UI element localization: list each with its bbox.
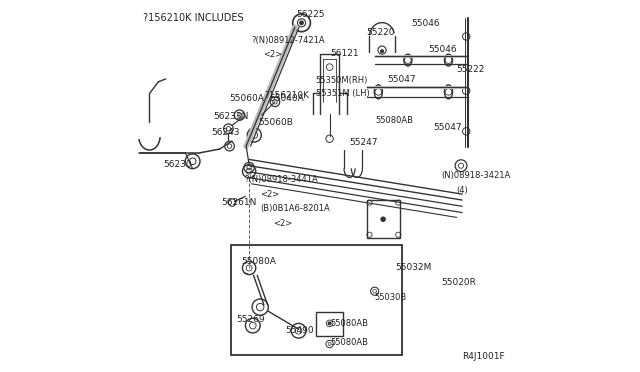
Text: 55350M(RH): 55350M(RH) xyxy=(316,76,368,85)
Text: 55040A: 55040A xyxy=(269,94,304,103)
Circle shape xyxy=(381,217,385,221)
Text: 56243: 56243 xyxy=(211,128,239,137)
Text: ?(N)08912-7421A: ?(N)08912-7421A xyxy=(252,36,325,45)
Text: 56121: 56121 xyxy=(330,49,359,58)
Text: 55030B: 55030B xyxy=(374,293,407,302)
Text: R4J1001F: R4J1001F xyxy=(462,352,505,361)
Text: 55247: 55247 xyxy=(349,138,378,147)
Text: 56261N: 56261N xyxy=(221,198,257,207)
Text: 55047: 55047 xyxy=(434,123,462,132)
Bar xyxy=(316,311,343,336)
Text: 56230: 56230 xyxy=(163,160,192,169)
Text: 55220: 55220 xyxy=(366,28,395,37)
Text: 55269: 55269 xyxy=(236,315,264,324)
Text: 55080AB: 55080AB xyxy=(330,339,369,347)
Text: 55060A: 55060A xyxy=(230,94,264,103)
Text: 56233N: 56233N xyxy=(213,112,248,121)
Text: (4): (4) xyxy=(456,186,468,195)
Text: (N)08918-3421A: (N)08918-3421A xyxy=(441,171,510,180)
Text: 55020R: 55020R xyxy=(441,278,476,287)
Text: 55060B: 55060B xyxy=(258,118,293,127)
Text: 55046: 55046 xyxy=(428,45,456,54)
Text: 55080AB: 55080AB xyxy=(330,319,369,328)
Text: 55490: 55490 xyxy=(285,326,314,335)
Text: ?(N)08918-3441A: ?(N)08918-3441A xyxy=(244,175,318,184)
Text: 55351M (LH): 55351M (LH) xyxy=(316,89,369,98)
Text: ?156210K INCLUDES: ?156210K INCLUDES xyxy=(143,13,243,23)
Circle shape xyxy=(381,50,383,53)
Text: 55047: 55047 xyxy=(387,75,416,84)
Circle shape xyxy=(328,322,331,325)
Text: 55080A: 55080A xyxy=(242,257,276,266)
Text: <2>: <2> xyxy=(263,51,282,60)
Text: 55032M: 55032M xyxy=(396,263,432,272)
Text: <2>: <2> xyxy=(260,190,280,199)
Text: 55222: 55222 xyxy=(456,65,484,74)
Text: (B)0B1A6-8201A: (B)0B1A6-8201A xyxy=(260,204,330,214)
Text: ?156210K: ?156210K xyxy=(264,91,309,100)
Text: <2>: <2> xyxy=(273,219,292,228)
Text: 56225: 56225 xyxy=(296,10,324,19)
Text: 55080AB: 55080AB xyxy=(376,116,413,125)
Circle shape xyxy=(300,21,303,25)
Bar xyxy=(367,200,401,238)
Text: 55046: 55046 xyxy=(412,19,440,28)
Bar xyxy=(230,245,403,355)
